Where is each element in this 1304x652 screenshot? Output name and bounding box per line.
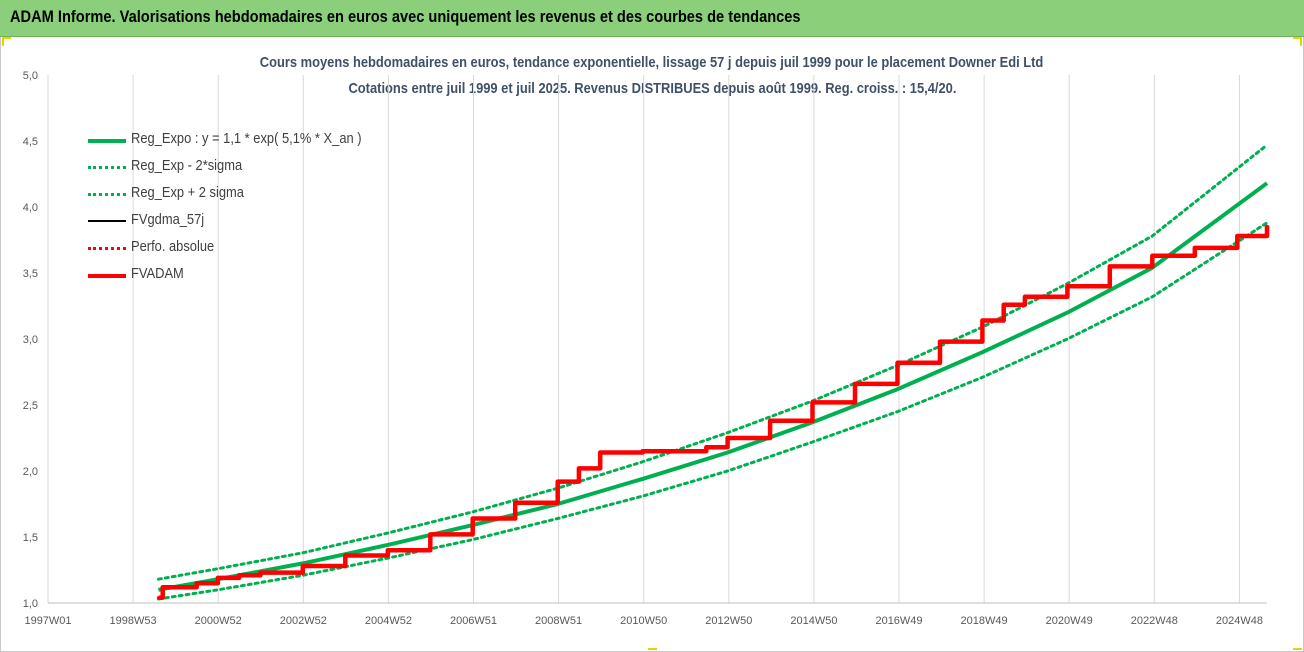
legend-label: FVADAM — [131, 265, 184, 282]
x-tick-label: 2016W49 — [875, 615, 922, 627]
y-tick-label: 1,0 — [23, 598, 38, 610]
corner-mark-bottom-center — [648, 648, 657, 650]
y-tick-label: 4,0 — [23, 202, 38, 214]
x-tick-label: 2006W51 — [450, 615, 497, 627]
legend-swatch — [88, 220, 126, 222]
x-tick-label: 2014W50 — [790, 615, 837, 627]
grid-lines — [47, 75, 1240, 603]
y-tick-label: 3,0 — [23, 334, 38, 346]
series-line-perfo-absolue — [156, 224, 1269, 600]
legend-swatch — [88, 166, 126, 169]
series-line-fvadam — [158, 225, 1270, 600]
corner-mark-top-left — [2, 37, 11, 39]
banner-title: ADAM Informe. Valorisations hebdomadaire… — [10, 7, 801, 26]
legend-swatch — [88, 274, 126, 278]
series-line-reg-expo-y-1-1-exp-5-1-x-an — [158, 181, 1269, 592]
legend-swatch — [88, 139, 126, 143]
legend-label: Reg_Exp + 2 sigma — [131, 184, 244, 201]
chart-title: Cours moyens hebdomadaires en euros, ten… — [260, 54, 1044, 71]
x-tick-label: 1998W53 — [110, 615, 157, 627]
x-tick-label: 2000W52 — [195, 615, 242, 627]
corner-mark-bottom-right — [1293, 648, 1302, 650]
series-lines — [156, 143, 1270, 601]
series-line-fvgdma-57j — [158, 225, 1268, 599]
corner-mark-top-right-v — [1300, 37, 1302, 46]
x-tick-label: 2010W50 — [620, 615, 667, 627]
legend-swatch — [88, 193, 126, 196]
corner-mark-top-right — [1293, 37, 1302, 39]
legend-label: Reg_Exp - 2*sigma — [131, 157, 243, 174]
chart-subtitle: Cotations entre juil 1999 et juil 2025. … — [348, 80, 956, 97]
series-line-reg-exp-2-sigma — [156, 221, 1269, 601]
y-tick-label: 1,5 — [23, 532, 38, 544]
y-tick-label: 4,5 — [23, 136, 38, 148]
x-tick-label: 2008W51 — [535, 615, 582, 627]
x-tick-label: 2012W50 — [705, 615, 752, 627]
x-tick-label: 2018W49 — [961, 615, 1008, 627]
legend-label: Reg_Expo : y = 1,1 * exp( 5,1% * X_an ) — [131, 130, 362, 147]
legend-label: FVgdma_57j — [131, 211, 205, 228]
y-tick-label: 2,0 — [23, 466, 38, 478]
y-tick-label: 5,0 — [23, 70, 38, 82]
x-tick-label: 2004W52 — [365, 615, 412, 627]
x-tick-label: 2002W52 — [280, 615, 327, 627]
x-tick-label: 1997W01 — [24, 615, 71, 627]
y-tick-label: 2,5 — [23, 400, 38, 412]
series-line-reg-exp-2-sigma — [156, 143, 1269, 581]
x-tick-label: 2024W48 — [1216, 615, 1263, 627]
x-tick-label: 2022W48 — [1131, 615, 1178, 627]
legend-label: Perfo. absolue — [131, 238, 215, 255]
x-tick-label: 2020W49 — [1046, 615, 1093, 627]
axes: 1997W01 1998W53 2000W52 2002W52 2004W52 2006W… — [23, 70, 1267, 627]
y-tick-label: 3,5 — [23, 268, 38, 280]
header-banner: ADAM Informe. Valorisations hebdomadaire… — [0, 0, 1304, 37]
legend-swatch — [88, 247, 126, 250]
corner-mark-top-left-v — [2, 37, 4, 46]
